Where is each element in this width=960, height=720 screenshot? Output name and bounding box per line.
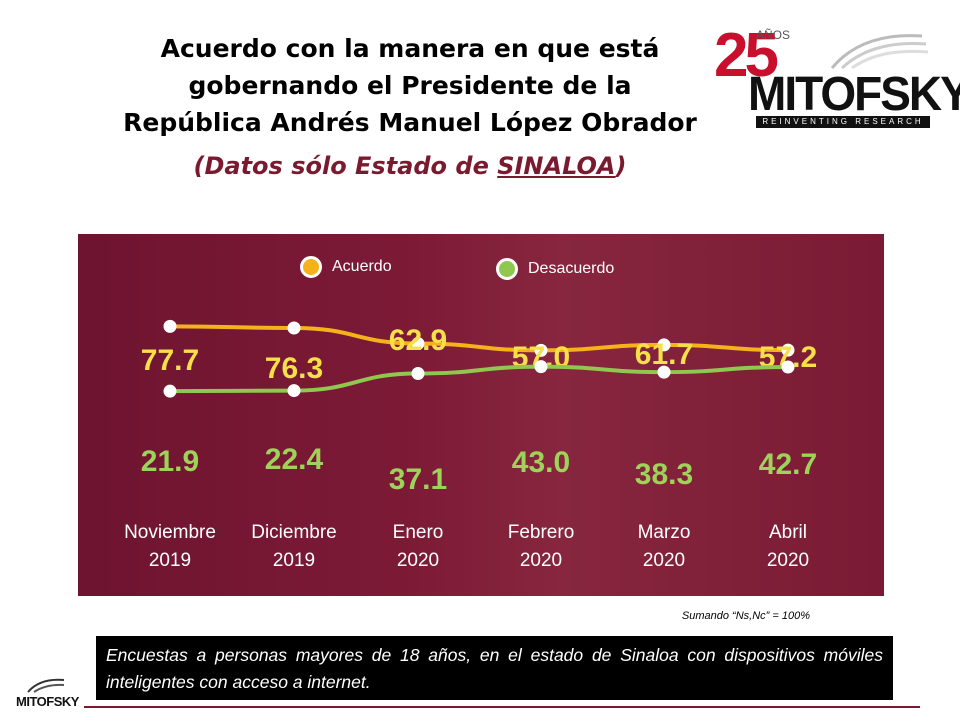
x-tick-label-3-1: 2020 [520, 550, 562, 571]
logo-brand: MITOFSKY [748, 65, 960, 121]
chart-panel: Acuerdo Desacuerdo 77.7 76.3 62.9 57.0 61.7 5… [78, 234, 884, 596]
point-acuerdo-1 [287, 321, 301, 335]
footer-swoosh-icon [27, 678, 65, 693]
mitofsky-logo: 25 AÑOS MITOFSKY REINVENTING RESEARCH [712, 21, 960, 132]
title-line-3: República Andrés Manuel López Obrador [123, 108, 697, 137]
point-desacuerdo-0 [163, 384, 177, 398]
data-label-desacuerdo-1: 22.4 [265, 443, 324, 476]
series-line-desacuerdo [169, 364, 789, 394]
point-acuerdo-4 [657, 338, 671, 352]
footer-logo-brand: MITOFSKY [16, 694, 79, 709]
data-label-desacuerdo-4: 38.3 [635, 458, 693, 491]
legend-label-acuerdo: Acuerdo [332, 258, 392, 275]
logo-swoosh-icon [830, 34, 929, 70]
x-tick-label-0-0: Noviembre [124, 522, 216, 543]
page-title: Acuerdo con la manera en que está gobern… [60, 30, 760, 141]
data-label-desacuerdo-3: 43.0 [512, 446, 570, 479]
data-label-desacuerdo-5: 42.7 [759, 448, 817, 481]
data-label-desacuerdo-2: 37.1 [389, 463, 447, 496]
x-tick-label-1-0: Diciembre [251, 522, 337, 543]
legend-label-desacuerdo: Desacuerdo [528, 260, 615, 277]
point-desacuerdo-4 [657, 365, 671, 379]
x-tick-label-3-0: Febrero [508, 522, 575, 543]
series-line-acuerdo [169, 324, 789, 353]
title-line-1: Acuerdo con la manera en que está [160, 34, 660, 63]
x-tick-label-2-0: Enero [393, 522, 444, 543]
logo-tagline: REINVENTING RESEARCH [756, 116, 930, 128]
point-desacuerdo-3 [534, 360, 548, 374]
logo-anniversary: 25 [714, 21, 779, 90]
legend-marker-desacuerdo [496, 258, 518, 280]
footer-divider [84, 706, 920, 708]
point-desacuerdo-1 [287, 384, 301, 398]
data-label-desacuerdo-0: 21.9 [141, 445, 199, 478]
line-chart: 77.7 76.362.957.0 61.7 57.221.9 22.437.143.0… [124, 319, 817, 571]
legend-item-acuerdo: Acuerdo [300, 256, 392, 278]
point-acuerdo-0 [163, 319, 177, 333]
title-line-2: gobernando el Presidente de la [188, 71, 632, 100]
subtitle-suffix: ) [615, 152, 627, 180]
point-acuerdo-5 [781, 343, 795, 357]
point-desacuerdo-2 [411, 367, 425, 381]
logo-anniversary-unit: AÑOS [756, 28, 791, 42]
point-desacuerdo-5 [781, 360, 795, 374]
x-tick-label-4-1: 2020 [643, 550, 685, 571]
sum-note: Sumando “Ns,Nc” = 100% [681, 610, 810, 622]
point-acuerdo-2 [411, 337, 425, 351]
point-acuerdo-3 [534, 343, 548, 357]
x-tick-label-4-0: Marzo [638, 522, 691, 543]
x-tick-label-5-0: Abril [769, 522, 807, 543]
x-tick-label-5-1: 2020 [767, 550, 809, 571]
data-label-acuerdo-4: 61.7 [635, 338, 693, 371]
x-tick-label-0-1: 2019 [149, 550, 191, 571]
subtitle-prefix: (Datos sólo Estado de [193, 152, 498, 180]
data-label-acuerdo-0: 77.7 [141, 344, 199, 377]
data-label-acuerdo-1: 76.3 [265, 352, 323, 385]
data-label-acuerdo-2: 62.9 [389, 324, 447, 357]
legend-item-desacuerdo: Desacuerdo [496, 258, 614, 280]
page-subtitle: (Datos sólo Estado de SINALOA) [60, 152, 760, 180]
legend-marker-acuerdo [300, 256, 322, 278]
subtitle-state: SINALOA [497, 152, 616, 180]
x-tick-label-2-1: 2020 [397, 550, 439, 571]
footer-logo: MITOFSKY [14, 676, 84, 714]
x-tick-label-1-1: 2019 [273, 550, 315, 571]
footer-methodology: Encuestas a personas mayores de 18 años,… [96, 636, 893, 700]
